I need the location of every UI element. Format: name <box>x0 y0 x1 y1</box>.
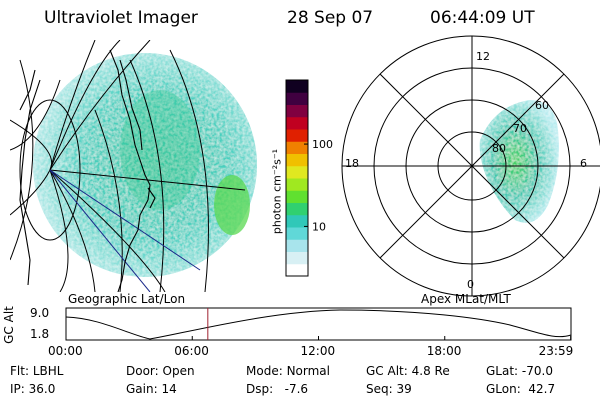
glat-info: GLat: -70.0 <box>486 364 553 378</box>
filter-info: Flt: LBHL <box>10 364 64 378</box>
mlat-70-label: 70 <box>513 122 527 135</box>
door-info: Door: Open <box>126 364 195 378</box>
earth-disk <box>33 53 257 277</box>
colorbar-swatch <box>286 153 308 167</box>
seq-info: Seq: 39 <box>366 382 412 396</box>
colorbar-swatch <box>286 165 308 179</box>
altitude-ytick-bottom: 1.8 <box>30 327 50 341</box>
mode-info: Mode: Normal <box>246 364 330 378</box>
colorbar-swatch <box>286 227 308 240</box>
ip-info: IP: 36.0 <box>10 382 56 396</box>
colorbar-swatch <box>286 104 308 118</box>
colorbar-swatch <box>286 141 308 154</box>
geographic-caption: Geographic Lat/Lon <box>68 292 186 306</box>
gain-info: Gain: 14 <box>126 382 177 396</box>
colorbar-swatch <box>286 251 308 265</box>
gcalt-info: GC Alt: 4.8 Re <box>366 364 450 378</box>
colorbar-swatch <box>286 190 308 203</box>
colorbar-swatch <box>286 178 308 191</box>
mlat-80-label: 80 <box>492 142 506 155</box>
mlat-60-label: 60 <box>535 99 549 112</box>
aurora-oval <box>479 100 559 223</box>
altitude-xtick-label: 18:00 <box>426 344 462 358</box>
mlt-top-label: 12 <box>476 50 490 63</box>
colorbar-swatch <box>286 80 308 93</box>
altitude-xtick-label: 12:00 <box>300 344 336 358</box>
altitude-xtick-label: 06:00 <box>174 344 209 358</box>
colorbar-swatch <box>286 202 308 216</box>
mlt-bottom-label: 0 <box>467 278 474 291</box>
altitude-curve <box>65 309 572 340</box>
colorbar-swatch <box>286 92 308 105</box>
colorbar-tick-label: 100 <box>312 138 333 151</box>
colorbar-swatch <box>286 214 308 228</box>
glon-info: GLon: 42.7 <box>486 382 556 396</box>
apex-caption: Apex MLat/MLT <box>421 292 511 306</box>
altitude-xtick-label: 00:00 <box>48 344 83 358</box>
time-label: 06:44:09 UT <box>430 8 535 28</box>
altitude-axis-label: GC Alt <box>1 306 16 344</box>
altitude-ytick-top: 9.0 <box>30 306 50 320</box>
instrument-title: Ultraviolet Imager <box>44 8 198 28</box>
altitude-xtick-label: 23:59 <box>538 344 574 358</box>
colorbar-swatch <box>286 129 308 142</box>
date-label: 28 Sep 07 <box>287 8 374 28</box>
colorbar-swatch <box>286 263 308 277</box>
colorbar-swatch <box>286 116 308 130</box>
mlt-left-label: 18 <box>345 157 359 170</box>
colorbar-tick-label: 10 <box>312 220 326 233</box>
mlt-right-label: 6 <box>580 157 587 170</box>
dsp-info: Dsp: -7.6 <box>246 382 309 396</box>
colorbar-swatch <box>286 239 308 252</box>
